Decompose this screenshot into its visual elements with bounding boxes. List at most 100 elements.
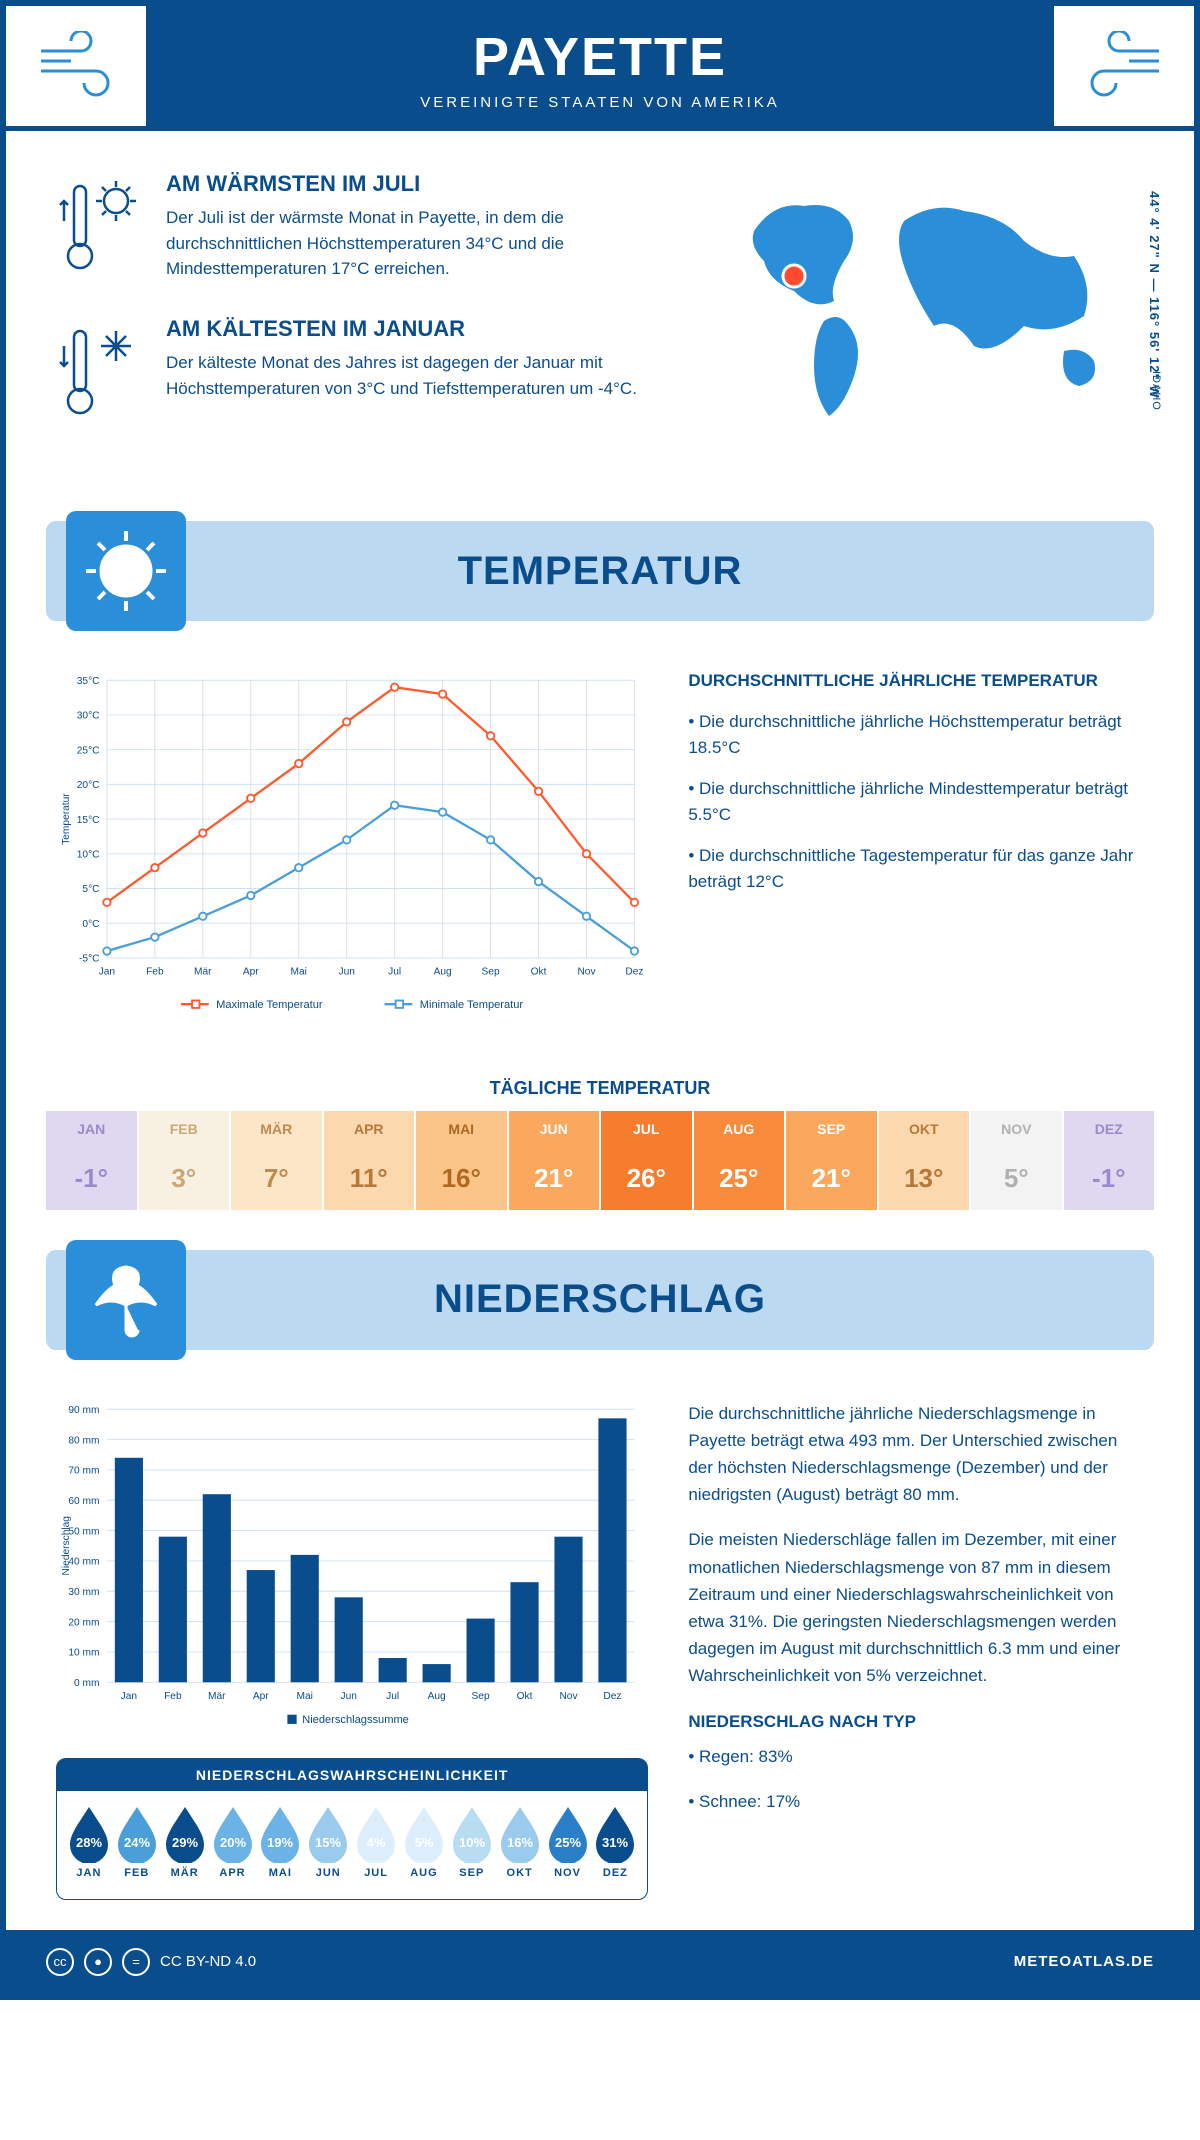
svg-text:Dez: Dez [625,967,643,978]
precip-type-bullet: • Regen: 83% [688,1743,1144,1770]
daily-temp-cell: FEB3° [139,1111,232,1210]
svg-text:Okt: Okt [531,967,547,978]
svg-text:0°C: 0°C [82,919,99,930]
svg-text:20%: 20% [219,1835,245,1850]
svg-text:80 mm: 80 mm [68,1435,99,1446]
temp-info-heading: DURCHSCHNITTLICHE JÄHRLICHE TEMPERATUR [688,671,1144,691]
svg-text:25%: 25% [555,1835,581,1850]
daily-temp-cell: APR11° [324,1111,417,1210]
svg-text:15%: 15% [315,1835,341,1850]
svg-text:Jun: Jun [338,967,354,978]
probability-drop: 24% FEB [114,1805,160,1879]
temperature-line-chart: -5°C0°C5°C10°C15°C20°C25°C30°C35°CJanFeb… [56,671,648,1023]
probability-drop: 10% SEP [449,1805,495,1879]
daily-temp-cell: JUN21° [509,1111,602,1210]
svg-text:10%: 10% [459,1835,485,1850]
precip-paragraph: Die durchschnittliche jährliche Niedersc… [688,1400,1144,1509]
nd-icon: = [122,1948,150,1976]
svg-text:Mär: Mär [208,1691,226,1702]
svg-text:Nov: Nov [559,1691,578,1702]
probability-drop: 29% MÄR [162,1805,208,1879]
svg-text:Feb: Feb [164,1691,182,1702]
svg-text:Mär: Mär [194,967,212,978]
temp-info-bullet: • Die durchschnittliche Tagestemperatur … [688,843,1144,894]
daily-temp-cell: AUG25° [694,1111,787,1210]
thermometer-snow-icon [56,316,146,431]
svg-text:25°C: 25°C [77,745,100,756]
world-map-icon [724,171,1144,431]
svg-text:Maximale Temperatur: Maximale Temperatur [216,999,323,1011]
daily-temp-cell: DEZ-1° [1064,1111,1155,1210]
probability-drop: 5% AUG [401,1805,447,1879]
svg-text:Mai: Mai [297,1691,313,1702]
svg-text:10 mm: 10 mm [68,1647,99,1658]
svg-text:Temperatur: Temperatur [61,793,72,845]
precip-type-bullet: • Schnee: 17% [688,1788,1144,1815]
warmest-text: Der Juli ist der wärmste Monat in Payett… [166,205,684,282]
svg-text:35°C: 35°C [77,676,100,687]
license-label: CC BY-ND 4.0 [160,1953,256,1970]
svg-text:30°C: 30°C [77,711,100,722]
temp-info-bullet: • Die durchschnittliche jährliche Höchst… [688,709,1144,760]
coldest-title: AM KÄLTESTEN IM JANUAR [166,316,684,342]
svg-text:Jan: Jan [121,1691,137,1702]
svg-text:24%: 24% [124,1835,150,1850]
svg-text:Jul: Jul [386,1691,399,1702]
precipitation-bar-chart: 0 mm10 mm20 mm30 mm40 mm50 mm60 mm70 mm8… [56,1400,648,1733]
svg-text:Apr: Apr [253,1691,269,1702]
probability-drop: 25% NOV [545,1805,591,1879]
svg-text:Niederschlag: Niederschlag [61,1516,72,1575]
svg-text:20°C: 20°C [77,780,100,791]
precip-type-heading: NIEDERSCHLAG NACH TYP [688,1708,1144,1735]
daily-temp-cell: JUL26° [601,1111,694,1210]
daily-temp-cell: JAN-1° [46,1111,139,1210]
svg-text:Sep: Sep [472,1691,490,1702]
wind-icon [1054,6,1194,126]
svg-text:Aug: Aug [428,1691,446,1702]
svg-text:Jun: Jun [340,1691,356,1702]
svg-text:5%: 5% [415,1835,434,1850]
precipitation-probability-box: NIEDERSCHLAGSWAHRSCHEINLICHKEIT 28% JAN … [56,1758,648,1900]
svg-text:Jan: Jan [99,967,115,978]
probability-drop: 20% APR [210,1805,256,1879]
sun-icon [66,511,186,631]
probability-drop: 4% JUL [353,1805,399,1879]
thermometer-sun-icon [56,171,146,286]
svg-text:Minimale Temperatur: Minimale Temperatur [420,999,524,1011]
svg-text:30 mm: 30 mm [68,1587,99,1598]
coordinates-label: 44° 4' 27" N — 116° 56' 12" W [1147,191,1162,399]
svg-text:-5°C: -5°C [79,954,99,965]
svg-text:50 mm: 50 mm [68,1526,99,1537]
by-icon: ● [84,1948,112,1976]
coldest-text: Der kälteste Monat des Jahres ist dagege… [166,350,684,401]
probability-drop: 15% JUN [305,1805,351,1879]
temperature-title: TEMPERATUR [458,549,743,594]
svg-text:70 mm: 70 mm [68,1465,99,1476]
precipitation-title: NIEDERSCHLAG [434,1277,766,1322]
region-label: IDAHO [1150,371,1162,411]
svg-text:15°C: 15°C [77,815,100,826]
svg-text:Feb: Feb [146,967,164,978]
probability-drop: 16% OKT [497,1805,543,1879]
svg-text:Okt: Okt [517,1691,533,1702]
svg-text:29%: 29% [172,1835,198,1850]
svg-text:16%: 16% [507,1835,533,1850]
svg-text:90 mm: 90 mm [68,1405,99,1416]
temperature-info: DURCHSCHNITTLICHE JÄHRLICHE TEMPERATUR •… [688,671,1144,1028]
daily-temp-cell: SEP21° [786,1111,879,1210]
probability-drop: 28% JAN [66,1805,112,1879]
svg-text:Dez: Dez [603,1691,621,1702]
page-header: PAYETTE VEREINIGTE STAATEN VON AMERIKA [6,6,1194,131]
svg-text:20 mm: 20 mm [68,1617,99,1628]
svg-text:Sep: Sep [482,967,500,978]
svg-text:60 mm: 60 mm [68,1496,99,1507]
cc-icon: cc [46,1948,74,1976]
svg-text:4%: 4% [367,1835,386,1850]
svg-text:19%: 19% [267,1835,293,1850]
umbrella-icon [66,1240,186,1360]
daily-temp-cell: OKT13° [879,1111,972,1210]
daily-temp-table: JAN-1° FEB3° MÄR7° APR11° MAI16° JUN21° … [46,1111,1154,1210]
svg-text:Niederschlagssumme: Niederschlagssumme [302,1714,409,1726]
svg-text:0 mm: 0 mm [74,1678,99,1689]
svg-text:Jul: Jul [388,967,401,978]
